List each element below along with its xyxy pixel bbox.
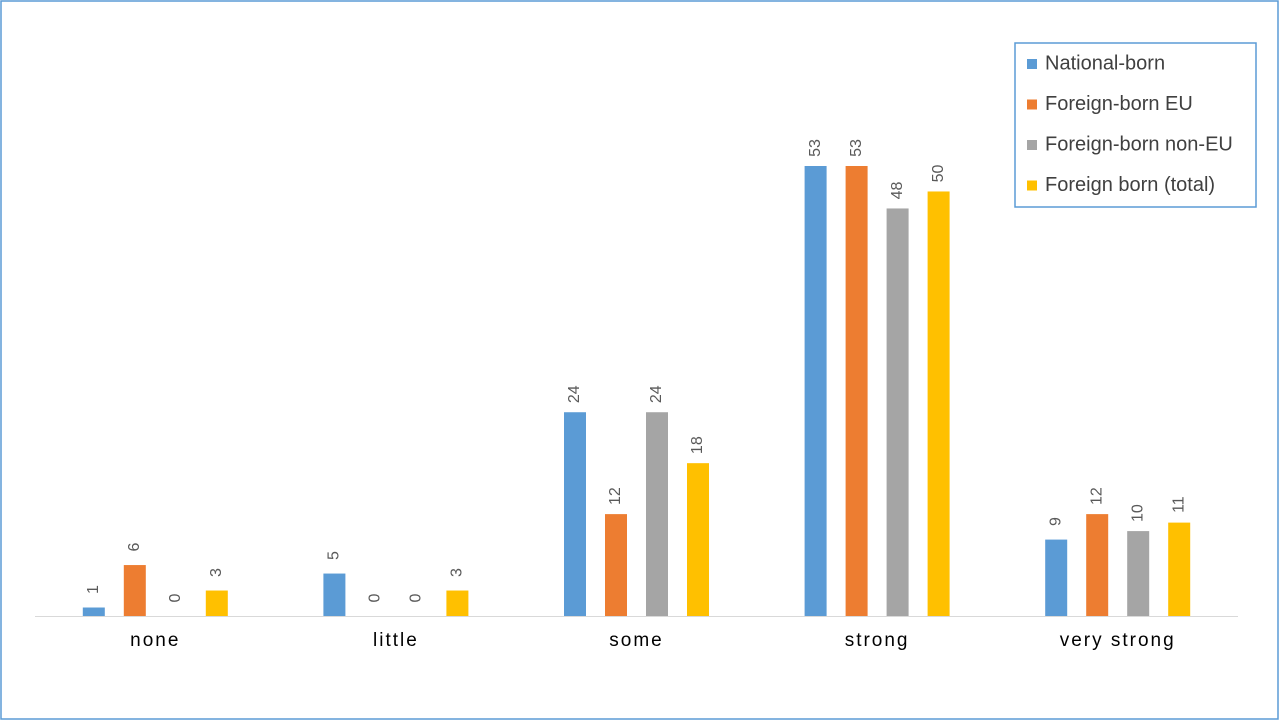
bar bbox=[205, 590, 228, 616]
legend-swatch bbox=[1027, 180, 1037, 191]
data-label: 18 bbox=[689, 436, 706, 454]
legend-swatch bbox=[1027, 140, 1037, 150]
data-label: 24 bbox=[566, 385, 583, 403]
x-tick-label: little bbox=[373, 630, 419, 651]
data-label: 1 bbox=[85, 585, 102, 594]
bar bbox=[605, 514, 627, 616]
legend-swatch bbox=[1027, 99, 1037, 110]
data-label: 3 bbox=[208, 568, 225, 577]
data-label: 9 bbox=[1047, 517, 1064, 526]
bar bbox=[927, 191, 950, 617]
bar bbox=[646, 412, 668, 616]
x-tick-label: none bbox=[130, 630, 180, 651]
data-label: 24 bbox=[648, 385, 665, 403]
bar bbox=[1045, 539, 1068, 616]
bar bbox=[123, 565, 146, 616]
bar bbox=[687, 463, 709, 616]
bar bbox=[446, 590, 469, 616]
legend-label: Foreign-born EU bbox=[1045, 93, 1193, 115]
legend-swatch bbox=[1027, 59, 1037, 69]
data-label: 10 bbox=[1129, 504, 1146, 522]
x-tick-label: strong bbox=[845, 630, 910, 651]
legend-label: Foreign-born non-EU bbox=[1045, 133, 1233, 155]
bar bbox=[845, 166, 868, 616]
bar bbox=[323, 573, 346, 616]
data-label: 50 bbox=[930, 164, 947, 182]
bar bbox=[1086, 514, 1109, 616]
bar bbox=[1168, 522, 1191, 616]
legend-label: Foreign born (total) bbox=[1045, 174, 1215, 196]
data-label: 3 bbox=[449, 568, 466, 577]
bar bbox=[82, 607, 105, 616]
data-label: 0 bbox=[367, 593, 384, 602]
x-tick-label: very strong bbox=[1060, 630, 1176, 651]
data-label: 6 bbox=[126, 543, 143, 552]
data-label: 11 bbox=[1170, 496, 1187, 513]
legend-box bbox=[1014, 42, 1257, 208]
bar bbox=[1127, 531, 1150, 616]
legend-label: National-born bbox=[1045, 52, 1165, 74]
bar bbox=[564, 412, 586, 616]
data-label: 53 bbox=[807, 139, 824, 157]
data-label: 12 bbox=[1088, 487, 1105, 505]
x-tick-label: some bbox=[609, 630, 663, 651]
data-label: 0 bbox=[167, 593, 184, 602]
data-label: 5 bbox=[326, 551, 343, 560]
bar bbox=[804, 166, 827, 616]
data-label: 12 bbox=[607, 487, 624, 505]
data-label: 53 bbox=[848, 139, 865, 157]
bar bbox=[886, 208, 909, 617]
data-label: 48 bbox=[889, 181, 906, 199]
data-label: 0 bbox=[408, 593, 425, 602]
